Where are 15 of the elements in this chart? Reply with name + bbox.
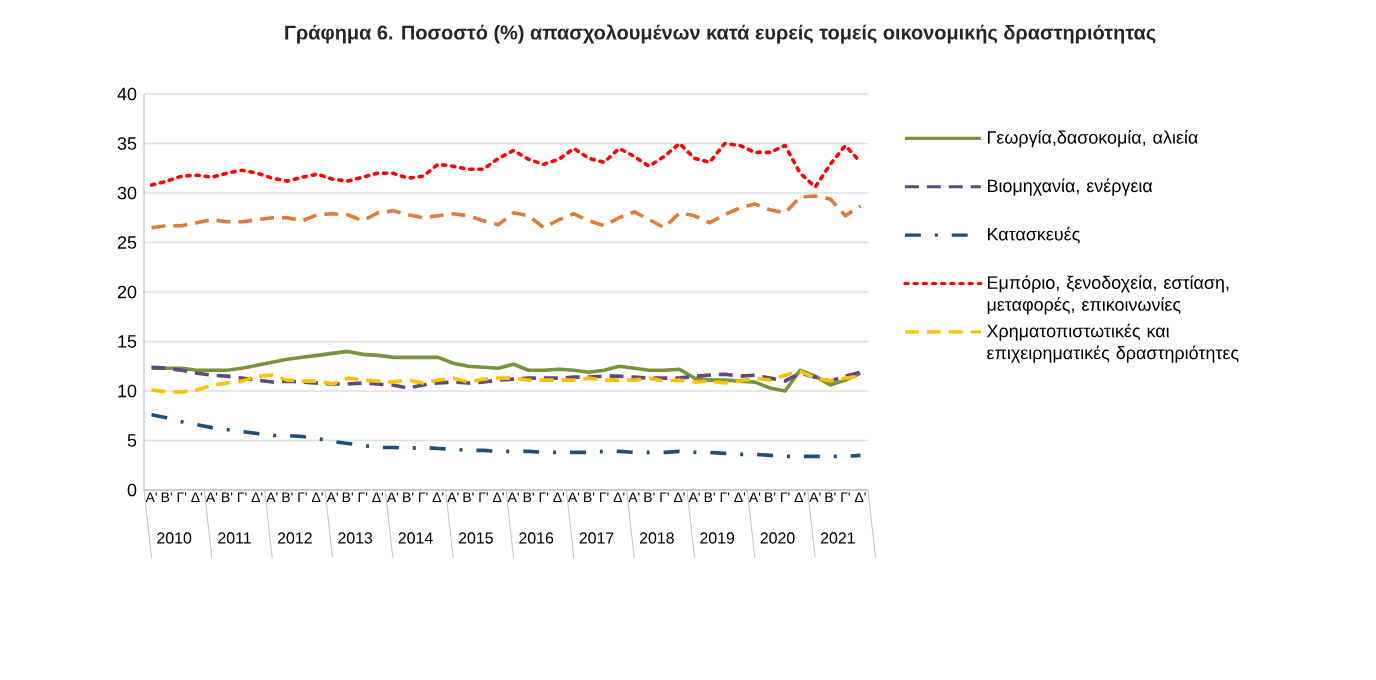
legend-label: Βιομηχανία, ενέργεια xyxy=(987,178,1153,196)
y-tick-label: 0 xyxy=(127,483,137,497)
y-tick-label: 10 xyxy=(118,384,137,398)
legend-label: Γεωργία,δασοκομία, αλιεία xyxy=(987,130,1198,148)
chart-title: Γράφημα 6. Ποσοστό (%) απασχολουμένων κατά ευρείς τομείς οικονομικής δραστηριότητας xyxy=(285,24,1156,44)
y-tick-label: 20 xyxy=(117,285,137,299)
legend-label: Εμπόριο, ξενοδοχεία, εστίαση, μεταφορές, επικοινωνίες xyxy=(987,275,1229,315)
y-tick-label: 30 xyxy=(117,186,137,200)
y-tick-label: 40 xyxy=(117,87,137,101)
y-tick-label: 25 xyxy=(117,236,137,249)
legend-label: Κατασκευές xyxy=(987,226,1080,244)
y-tick-label: 5 xyxy=(127,434,137,447)
y-tick-label: 15 xyxy=(118,335,137,348)
y-tick-label: 35 xyxy=(117,137,137,150)
legend-label: Χρηματοπιστωτικές και επιχειρηματικές δραστηριότητες xyxy=(986,323,1239,363)
